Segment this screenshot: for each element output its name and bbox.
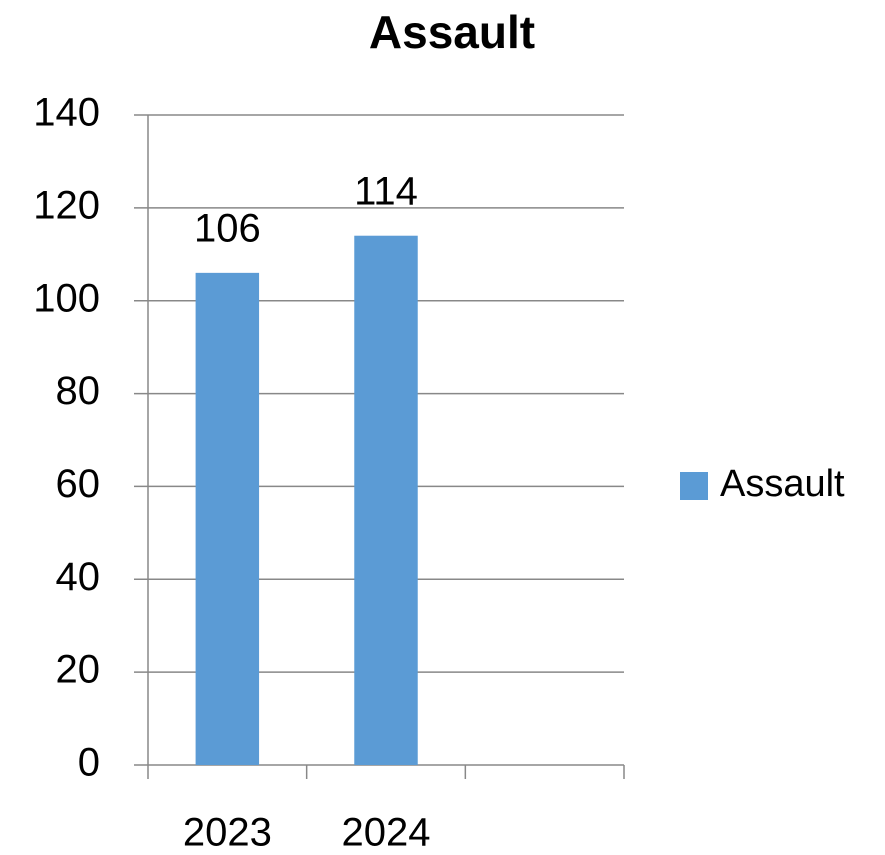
y-tick-label: 60 — [56, 462, 101, 506]
bar — [195, 272, 260, 765]
legend-label: Assault — [720, 463, 845, 505]
y-tick-label: 120 — [33, 183, 100, 227]
bar — [354, 235, 418, 765]
x-tick-label: 2023 — [183, 811, 272, 855]
chart-title: Assault — [369, 6, 535, 58]
data-label: 114 — [354, 169, 418, 213]
y-tick-label: 140 — [33, 91, 100, 135]
y-tick-label: 80 — [56, 369, 101, 413]
y-tick-label: 40 — [56, 555, 101, 599]
legend-swatch — [680, 472, 708, 500]
y-tick-label: 0 — [78, 741, 100, 785]
x-tick-label: 2024 — [342, 811, 431, 855]
data-label: 106 — [194, 206, 261, 250]
y-tick-label: 100 — [33, 276, 100, 320]
y-tick-label: 20 — [56, 648, 101, 692]
